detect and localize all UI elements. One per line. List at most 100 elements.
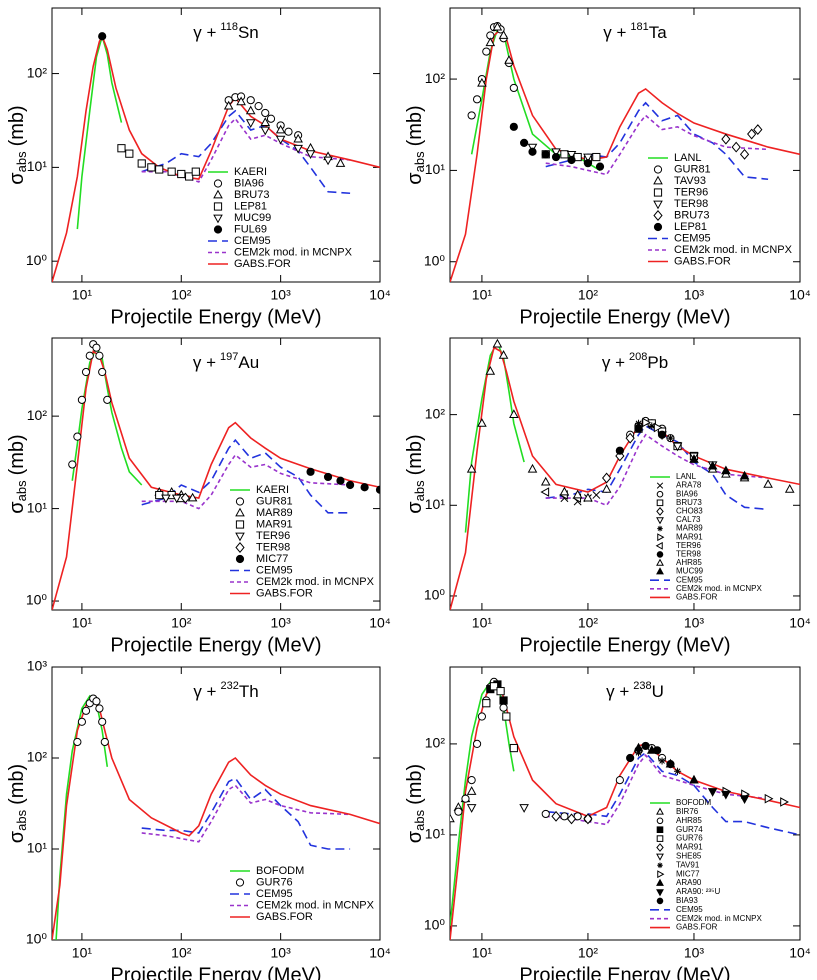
x-tick-label: 10² <box>171 945 192 961</box>
marker <box>117 144 126 153</box>
y-tick-label: 10¹ <box>27 840 48 856</box>
title-mass: 238 <box>633 680 651 692</box>
x-axis-label: Projectile Energy (MeV) <box>110 306 321 328</box>
x-tick-label: 10⁴ <box>789 615 811 631</box>
y-tick-label: 10¹ <box>425 496 446 512</box>
marker <box>583 813 593 825</box>
legend-label: MIC77 <box>256 553 288 565</box>
legend-label: GABS.FOR <box>674 255 731 267</box>
legend-label: ARA78 <box>676 481 702 490</box>
marker <box>191 167 200 176</box>
chart-panel: 10¹ 10² 10³ 10⁴ 10⁰ 10¹ 10² Projectile Energy (… <box>6 337 391 656</box>
marker <box>306 467 315 476</box>
marker <box>454 807 463 816</box>
y-tick-label: 10³ <box>27 658 48 674</box>
marker <box>625 432 635 444</box>
marker <box>305 142 316 152</box>
legend-label: GABS.FOR <box>256 911 313 923</box>
y-tick-label: 10² <box>425 70 446 86</box>
legend-label: TER96 <box>676 541 701 550</box>
marker <box>260 117 271 127</box>
chart-panel: 10¹ 10² 10³ 10⁴ 10⁰ 10¹ 10² Projectile Energy (… <box>404 7 811 328</box>
legend-label: BIA96 <box>676 489 698 498</box>
title-mass: 208 <box>629 351 647 363</box>
marker <box>254 102 263 111</box>
marker <box>466 463 477 473</box>
x-tick-label: 10¹ <box>472 287 493 303</box>
marker <box>657 430 667 439</box>
legend-marker <box>213 202 223 211</box>
y-label-unit: (mb) <box>404 105 426 146</box>
y-axis-label: σabs (mb) <box>6 764 29 843</box>
series-line <box>141 438 351 514</box>
marker <box>763 479 773 488</box>
legend-marker <box>656 482 664 489</box>
legend-label: CEM95 <box>674 232 711 244</box>
marker <box>764 793 774 804</box>
y-tick-label: 10⁰ <box>26 931 48 947</box>
legend-marker <box>653 222 663 232</box>
legend-label: GUR81 <box>256 495 293 507</box>
x-tick-label: 10² <box>171 287 192 303</box>
marker <box>653 746 662 755</box>
y-label-unit: (mb) <box>404 764 426 805</box>
marker <box>236 96 246 106</box>
legend-marker <box>656 897 664 905</box>
legend-label: GUR81 <box>674 163 711 175</box>
marker <box>477 77 487 87</box>
legend-label: MUC99 <box>676 567 704 576</box>
series-line <box>76 33 123 230</box>
x-axis-label: Projectile Energy (MeV) <box>519 306 730 328</box>
marker <box>509 83 518 93</box>
marker <box>482 47 491 56</box>
y-tick-label: 10¹ <box>425 161 446 177</box>
title-prefix: γ + <box>602 353 625 372</box>
marker <box>541 809 550 819</box>
x-tick-label: 10³ <box>684 615 705 631</box>
chart-title: γ + 197Au <box>193 351 259 373</box>
marker <box>502 712 511 721</box>
y-tick-label: 10⁰ <box>424 252 446 268</box>
legend-marker <box>656 835 664 842</box>
chart-panel: 10¹ 10² 10³ 10⁴ 10⁰ 10¹ 10² 10³ Projectile Energ… <box>6 658 391 980</box>
series-line <box>545 114 769 176</box>
marker <box>672 442 683 452</box>
legend-label: CEM95 <box>256 564 293 576</box>
marker <box>519 804 529 813</box>
marker <box>689 454 699 463</box>
legend-marker <box>653 175 663 185</box>
marker <box>103 395 112 404</box>
plot-area <box>450 338 800 610</box>
y-label-subscript: abs <box>412 809 427 830</box>
legend-label: CAL73 <box>676 515 701 524</box>
marker <box>739 148 750 160</box>
legend-marker <box>235 497 245 506</box>
legend-label: MAR89 <box>256 507 293 519</box>
marker <box>572 489 583 499</box>
y-tick-label: 10⁰ <box>424 917 446 933</box>
y-tick-label: 10² <box>27 64 48 80</box>
series-line <box>450 346 800 610</box>
legend-label: TAV91 <box>676 860 700 869</box>
marker <box>180 492 191 504</box>
title-mass: 232 <box>220 680 238 692</box>
chart-title: γ + 118Sn <box>193 21 259 43</box>
marker <box>540 487 550 497</box>
series-line <box>545 751 800 836</box>
legend-label: MAR91 <box>676 532 703 541</box>
marker <box>601 483 612 493</box>
chart-panel: 10¹ 10² 10³ 10⁴ 10⁰ 10¹ 10² Projectile Energy (… <box>6 7 391 328</box>
legend-marker <box>656 817 664 825</box>
chart-panel: 10¹ 10² 10³ 10⁴ 10⁰ 10¹ 10² Projectile Energy (… <box>404 337 811 656</box>
legend-marker <box>235 520 245 529</box>
legend-marker <box>656 878 664 886</box>
title-prefix: γ + <box>193 353 216 372</box>
marker <box>275 124 286 134</box>
y-label-symbol: σ <box>404 172 426 185</box>
marker <box>592 152 601 162</box>
series-line <box>55 694 109 940</box>
series-line <box>545 753 769 826</box>
legend-label: CEM95 <box>676 905 703 914</box>
marker <box>784 483 795 493</box>
legend-marker <box>235 878 245 887</box>
